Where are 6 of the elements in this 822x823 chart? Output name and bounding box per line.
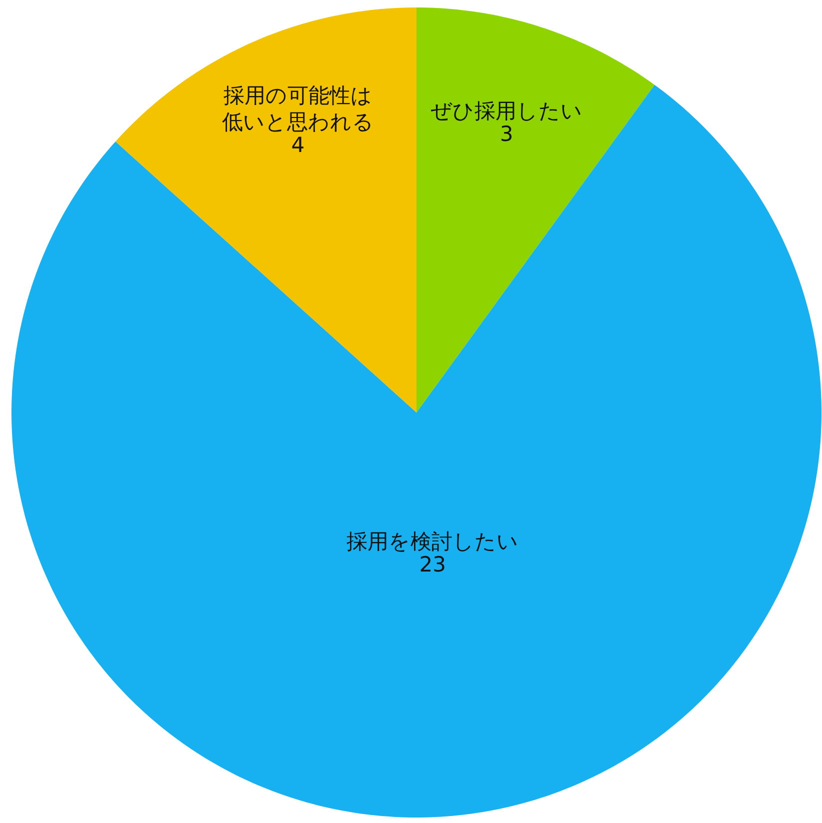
data-label: 23 — [419, 552, 446, 577]
slice-label: ぜひ採用したい — [430, 99, 583, 124]
slice-label: 採用を検討したい — [346, 530, 519, 554]
data-label: 4 — [291, 133, 305, 158]
data-label: 3 — [500, 122, 514, 146]
slice-label: 採用の可能性は低いと思われる — [222, 84, 374, 134]
